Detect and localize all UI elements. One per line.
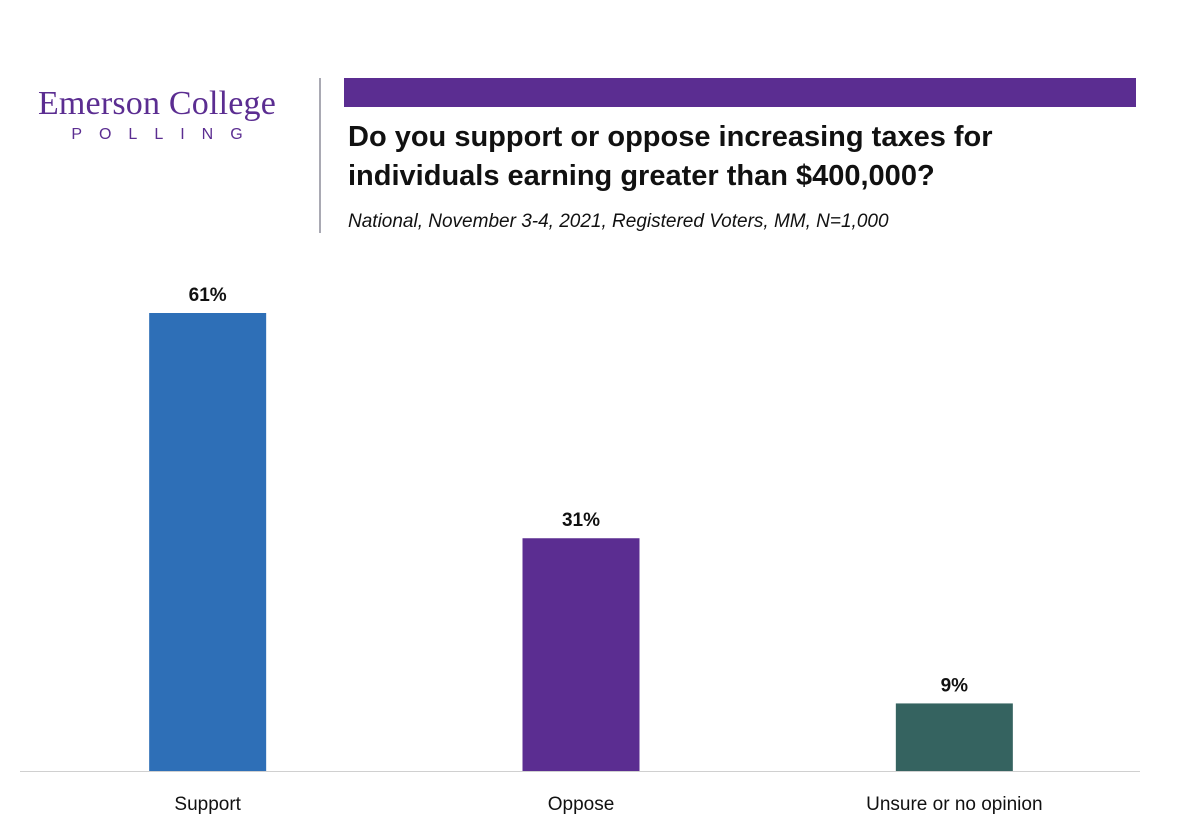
header-divider xyxy=(319,78,321,233)
bar-oppose xyxy=(522,538,640,771)
bar-unsure-or-no-opinion xyxy=(895,703,1013,771)
data-label: 61% xyxy=(189,285,227,306)
chart-subtitle: National, November 3-4, 2021, Registered… xyxy=(348,211,889,232)
logo-subtitle: POLLING xyxy=(71,126,260,143)
data-label: 9% xyxy=(941,675,969,696)
data-label: 31% xyxy=(562,510,600,531)
chart-title: Do you support or oppose increasing taxe… xyxy=(348,121,993,192)
category-label: Support xyxy=(174,794,241,815)
header-accent-bar xyxy=(344,78,1136,107)
bar-support xyxy=(149,313,267,771)
logo-name: Emerson College xyxy=(37,85,277,122)
emerson-college-polling-logo: Emerson College POLLING xyxy=(22,84,292,144)
category-label: Oppose xyxy=(548,794,615,815)
category-label: Unsure or no opinion xyxy=(866,794,1042,815)
